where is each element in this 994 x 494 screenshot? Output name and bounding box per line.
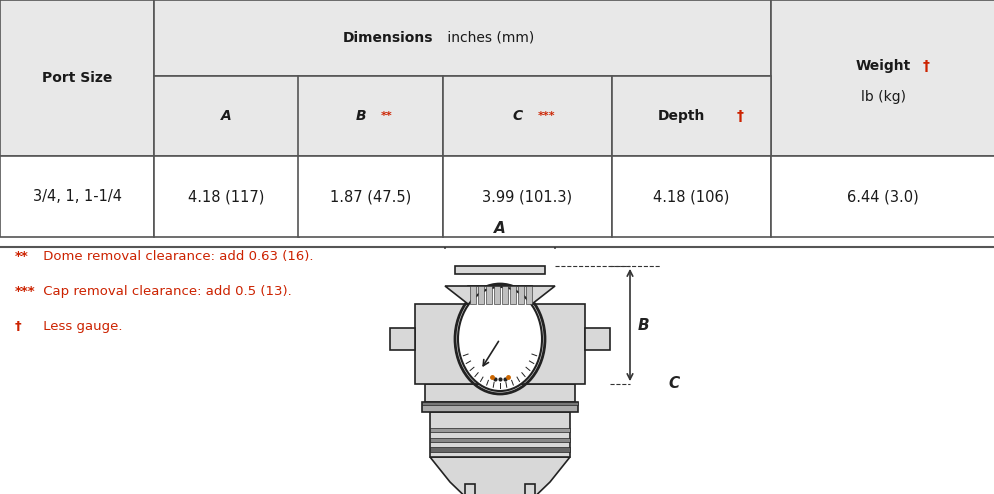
Text: **: ** [380, 111, 392, 121]
Bar [526, 286, 532, 304]
Bar [390, 328, 414, 350]
Text: Port Size: Port Size [42, 71, 112, 85]
Ellipse shape [457, 287, 542, 391]
Bar [770, 0, 994, 157]
Text: C: C [667, 375, 679, 390]
Bar [154, 157, 298, 237]
Text: inches (mm): inches (mm) [442, 31, 534, 45]
Text: Weight: Weight [855, 59, 910, 74]
Text: Depth: Depth [657, 109, 705, 123]
Bar [421, 402, 578, 412]
Bar [469, 286, 475, 304]
Bar [770, 157, 994, 237]
Bar [442, 76, 611, 157]
Bar [414, 304, 584, 384]
Bar [464, 484, 474, 494]
Bar [518, 286, 524, 304]
Text: lb (kg): lb (kg) [860, 90, 905, 104]
Polygon shape [444, 286, 555, 304]
Bar [421, 402, 578, 405]
Bar [429, 428, 570, 432]
Text: Cap removal clearance: add 0.5 (13).: Cap removal clearance: add 0.5 (13). [39, 285, 291, 298]
Text: ***: *** [537, 111, 555, 121]
Bar [502, 286, 508, 304]
Text: 1.87 (47.5): 1.87 (47.5) [330, 189, 411, 205]
Text: †: † [921, 59, 928, 74]
Text: A: A [494, 221, 505, 236]
Bar [485, 286, 491, 304]
Text: 4.18 (117): 4.18 (117) [188, 189, 264, 205]
Text: †: † [736, 109, 743, 123]
Text: A: A [221, 109, 232, 123]
Text: 6.44 (3.0): 6.44 (3.0) [846, 189, 918, 205]
Bar [510, 286, 516, 304]
Bar [611, 157, 770, 237]
Bar [429, 412, 570, 457]
Bar [477, 286, 483, 304]
Text: ***: *** [15, 285, 36, 298]
Polygon shape [429, 457, 570, 494]
Bar [298, 76, 442, 157]
Text: Dome removal clearance: add 0.63 (16).: Dome removal clearance: add 0.63 (16). [39, 250, 313, 263]
Bar [611, 76, 770, 157]
Text: C: C [512, 109, 522, 123]
Text: 3.99 (101.3): 3.99 (101.3) [482, 189, 572, 205]
Text: †: † [15, 320, 22, 333]
Text: 4.18 (106): 4.18 (106) [653, 189, 729, 205]
Bar [467, 286, 532, 304]
Text: 3/4, 1, 1-1/4: 3/4, 1, 1-1/4 [33, 189, 121, 205]
Text: Dimensions: Dimensions [342, 31, 432, 45]
Bar [429, 447, 570, 452]
Bar [0, 157, 154, 237]
Bar [584, 328, 609, 350]
Bar [454, 266, 545, 274]
Bar [0, 0, 154, 157]
Bar [154, 0, 770, 76]
Bar [442, 157, 611, 237]
Bar [429, 438, 570, 442]
Text: **: ** [15, 250, 29, 263]
Bar [298, 157, 442, 237]
Text: B: B [637, 318, 649, 332]
Bar [424, 384, 575, 402]
Bar [525, 484, 535, 494]
Bar [154, 76, 298, 157]
Bar [493, 286, 500, 304]
Text: Less gauge.: Less gauge. [39, 320, 122, 333]
Text: B: B [355, 109, 366, 123]
